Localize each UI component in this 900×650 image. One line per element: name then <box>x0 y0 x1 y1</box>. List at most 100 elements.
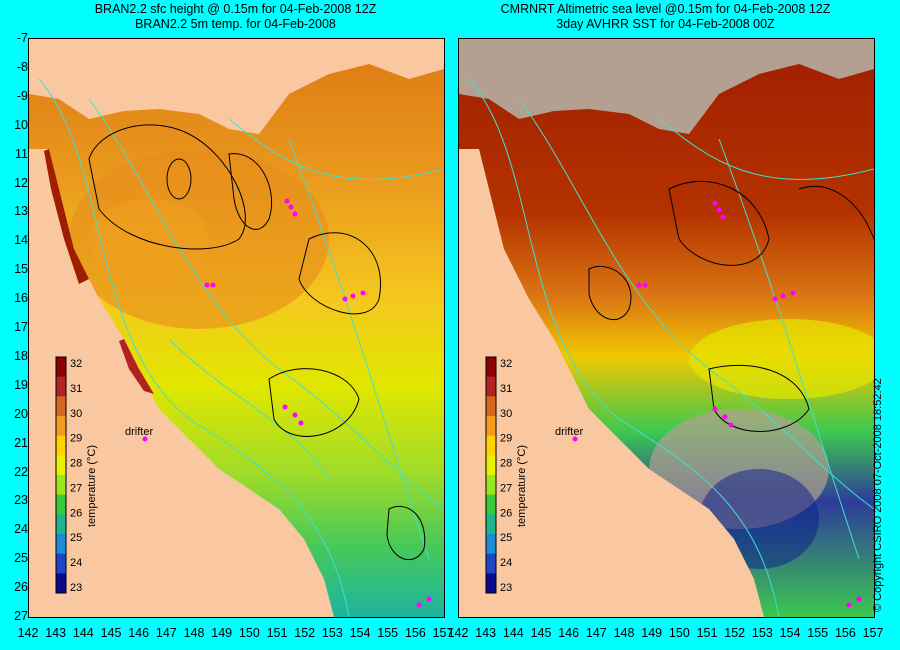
colorbar-tick-label: 23 <box>500 582 512 594</box>
latitude-tick-label: 11 <box>15 146 28 161</box>
longitude-tick-label: 154 <box>779 626 801 640</box>
longitude-tick-label: 152 <box>724 626 746 640</box>
left-title-line1: BRAN2.2 sfc height @ 0.15m for 04-Feb-20… <box>94 2 377 16</box>
colorbar-tick-label: 30 <box>500 408 512 420</box>
colorbar-swatch <box>56 553 66 574</box>
drifter-markers <box>636 200 862 608</box>
colorbar-swatch <box>486 455 496 476</box>
longitude-tick-label: 151 <box>266 626 288 640</box>
longitude-tick-label: 156 <box>834 626 856 640</box>
longitude-tick-label: 146 <box>558 626 580 640</box>
longitude-tick-label: 156 <box>404 626 426 640</box>
latitude-tick-label: 24 <box>14 522 28 537</box>
colorbar-tick-label: 27 <box>500 482 512 494</box>
colorbar-tick-label: 29 <box>500 433 512 445</box>
drifter-legend-label: drifter <box>125 426 153 438</box>
latitude-tick-label: 10 <box>14 117 28 132</box>
latitude-tick-label: 17 <box>14 320 28 334</box>
colorbar-border <box>485 356 497 594</box>
colorbar-swatch <box>486 376 496 397</box>
colorbar-swatch <box>56 514 66 535</box>
right-title-line1: CMRNRT Altimetric sea level @0.15m for 0… <box>500 2 831 16</box>
right-title-line2: 3day AVHRR SST for 04-Feb-2008 00Z <box>556 17 775 31</box>
colorbar-swatch <box>486 514 496 535</box>
latitude-tick-label: 12 <box>14 175 28 190</box>
longitude-tick-label: 155 <box>377 626 399 640</box>
colorbar-tick-label: 28 <box>70 458 82 470</box>
colorbar-tick-label: 27 <box>70 482 82 494</box>
longitude-tick-label: 145 <box>530 626 552 640</box>
colorbar-swatch <box>486 573 496 594</box>
longitude-tick-label: 151 <box>696 626 718 640</box>
longitude-tick-label: 142 <box>447 626 469 640</box>
colorbar-tick-label: 29 <box>70 433 82 445</box>
colorbar-tick-label: 24 <box>70 557 82 569</box>
colorbar-tick-label: 32 <box>70 358 82 370</box>
copyright-text: © Copyright CSIRO 2008 07-Oct-2008 18:52… <box>872 378 884 612</box>
colorbar-swatch <box>486 534 496 555</box>
drifter-markers <box>204 198 432 608</box>
longitude-tick-label: 144 <box>502 626 524 640</box>
drifter-legend-marker <box>572 436 578 442</box>
colorbar-tick-label: 32 <box>500 358 512 370</box>
right-colorbar: 32 31 30 29 28 27 26 25 24 23 temperature (°C) <box>485 356 528 594</box>
colorbar-swatch <box>56 376 66 397</box>
colorbar-tick-label: 23 <box>70 582 82 594</box>
longitude-tick-label: 150 <box>238 626 260 640</box>
colorbar-tick-label: 26 <box>70 507 82 519</box>
latitude-tick-label: 23 <box>14 493 28 508</box>
colorbar-swatch <box>486 357 496 378</box>
latitude-tick-label: 25 <box>14 551 28 566</box>
drifter-legend-label: drifter <box>555 426 583 438</box>
colorbar-tick-label: 30 <box>70 408 82 420</box>
colorbar-swatch <box>56 416 66 437</box>
colorbar-tick-label: 31 <box>500 383 512 395</box>
longitude-tick-label: 144 <box>72 626 94 640</box>
longitude-tick-label: 147 <box>155 626 177 640</box>
colorbar-swatch <box>56 534 66 555</box>
colorbar-swatch <box>486 416 496 437</box>
longitude-tick-label: 153 <box>321 626 343 640</box>
colorbar-swatch <box>56 573 66 594</box>
colorbar-swatch <box>56 435 66 456</box>
right-map: 32 31 30 29 28 27 26 25 24 23 temperature (°C) dri… <box>459 39 874 617</box>
longitude-tick-label: 146 <box>128 626 150 640</box>
left-map: 32 31 30 29 28 27 26 25 24 23 temperature (°C) dri… <box>29 39 444 617</box>
latitude-tick-label: 22 <box>14 464 28 479</box>
latitude-tick-label: 15 <box>14 262 28 277</box>
new-guinea-land <box>459 39 874 134</box>
longitude-tick-label: 152 <box>294 626 316 640</box>
colorbar-tick-label: 26 <box>500 507 512 519</box>
longitude-tick-label: 147 <box>585 626 607 640</box>
right-map-panel: 32 31 30 29 28 27 26 25 24 23 temperature (°C) dri… <box>458 38 875 618</box>
longitude-tick-label: 154 <box>349 626 371 640</box>
latitude-tick-label: 13 <box>14 204 28 219</box>
colorbar-swatch <box>56 494 66 515</box>
bathymetry-contours <box>468 78 874 617</box>
longitude-tick-label: 143 <box>475 626 497 640</box>
latitude-tick-label: 18 <box>14 348 28 363</box>
left-title-line2: BRAN2.2 5m temp. for 04-Feb-2008 <box>135 17 336 31</box>
longitude-tick-label: 153 <box>751 626 773 640</box>
longitude-tick-label: 143 <box>45 626 67 640</box>
colorbar-tick-label: 24 <box>500 557 512 569</box>
latitude-tick-label: 16 <box>14 291 28 306</box>
coastal-warm-strip <box>44 149 89 284</box>
longitude-tick-label: 149 <box>641 626 663 640</box>
colorbar-swatch <box>486 494 496 515</box>
colorbar-swatch <box>486 553 496 574</box>
latitude-tick-label: 27 <box>14 609 28 623</box>
latitude-tick-label: -8 <box>16 59 28 74</box>
colorbar-tick-label: 25 <box>70 532 82 544</box>
left-colorbar: 32 31 30 29 28 27 26 25 24 23 temperature (°C) <box>55 356 98 594</box>
latitude-tick-label: 21 <box>14 435 28 450</box>
longitude-tick-label: 149 <box>211 626 233 640</box>
longitude-tick-label: 155 <box>807 626 829 640</box>
latitude-tick-label: 19 <box>14 377 28 392</box>
latitude-tick-label: -9 <box>16 88 28 103</box>
colorbar-swatch <box>486 396 496 417</box>
longitude-tick-label: 148 <box>183 626 205 640</box>
longitude-tick-label: 157 <box>862 626 884 640</box>
longitude-tick-label: 145 <box>100 626 122 640</box>
colorbar-tick-label: 31 <box>70 383 82 395</box>
